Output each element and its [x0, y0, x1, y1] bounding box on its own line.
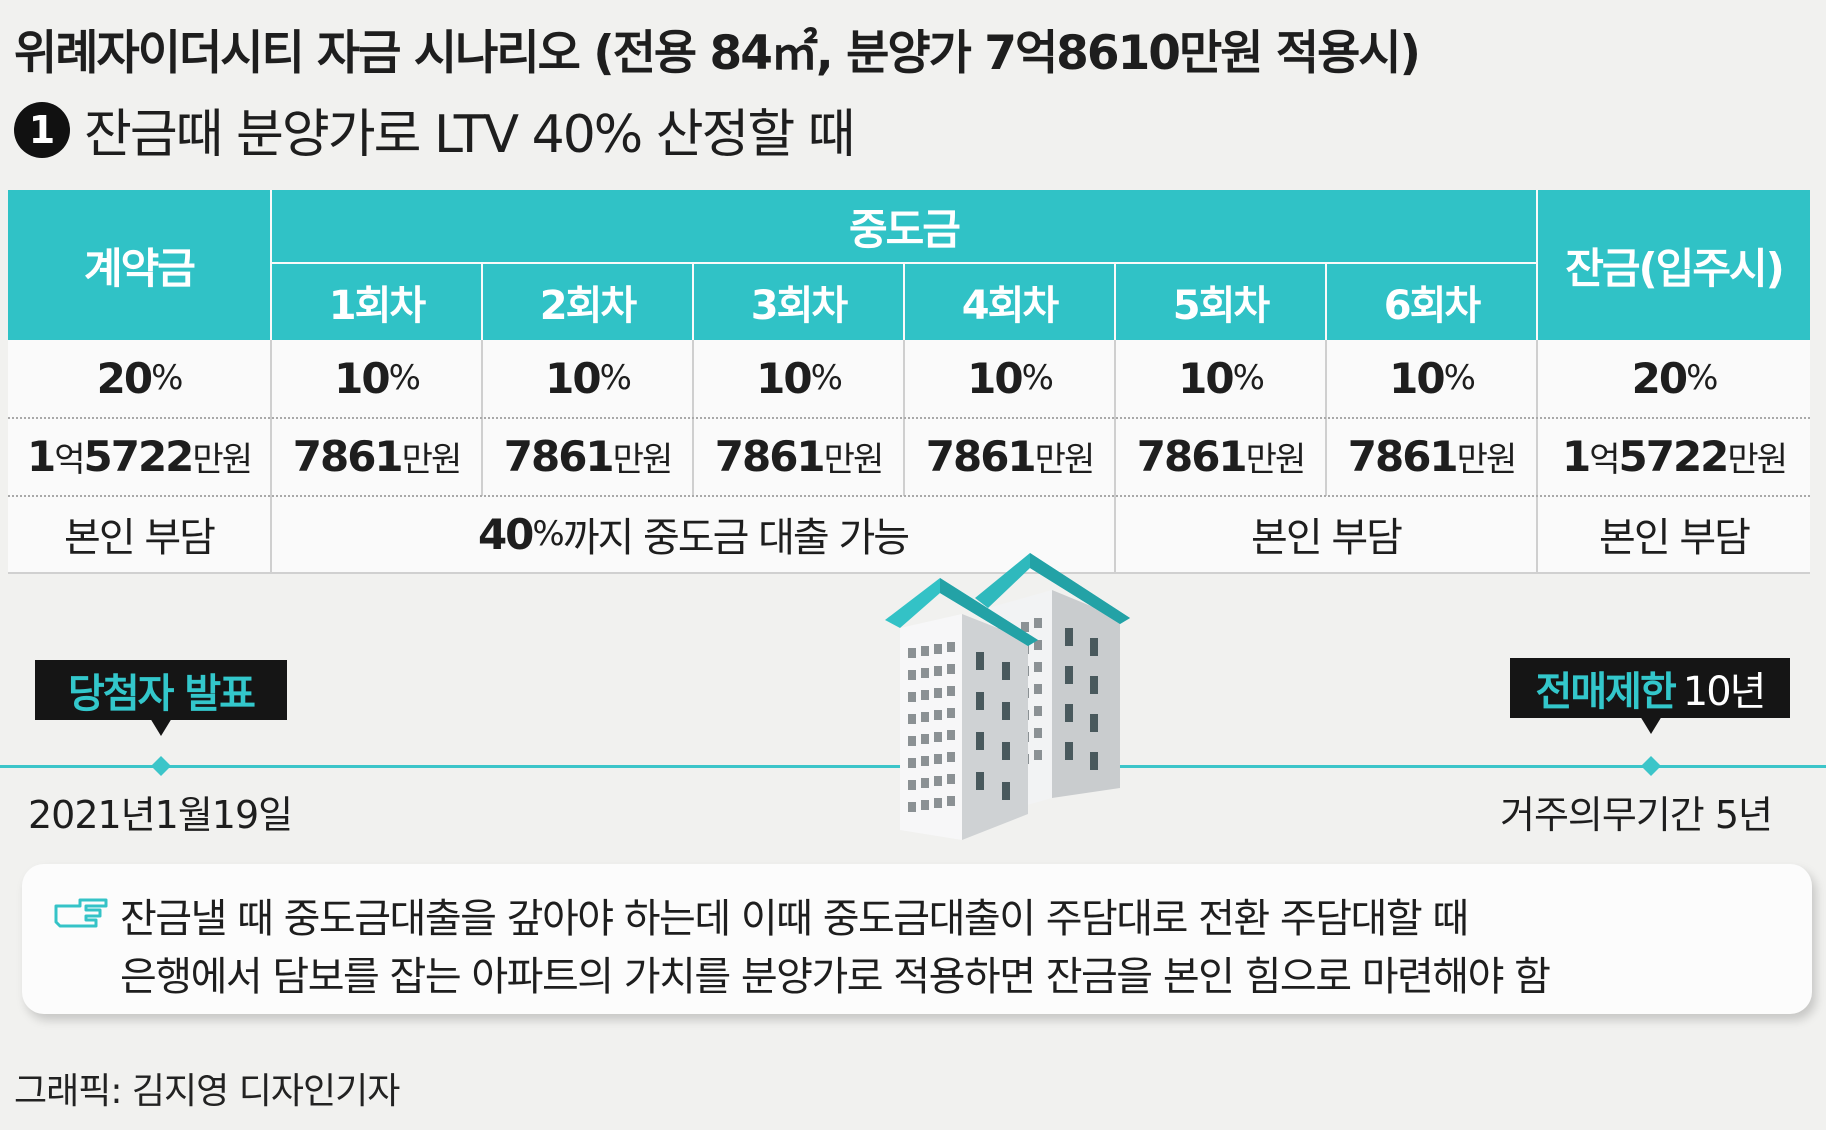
round-6-pct: 10% — [1389, 353, 1476, 403]
round-5-amount: 7861 만원 — [1136, 431, 1306, 481]
resale-restriction-tag: 전매제한 10년 — [1510, 658, 1790, 718]
divider — [1114, 340, 1116, 574]
header-round-6: 6회차 — [1327, 264, 1536, 340]
explanation-box: 잔금낼 때 중도금대출을 갚아야 하는데 이때 중도금대출이 주담대로 전환 주… — [22, 864, 1812, 1014]
note-line-2: 은행에서 담보를 잡는 아파트의 가치를 분양가로 적용하면 잔금을 본인 힘으… — [120, 954, 1551, 1000]
balance-note: 본인 부담 — [1599, 515, 1751, 561]
balance-amount: 1 억 5722 만원 — [1562, 431, 1788, 481]
payment-schedule-table: 계약금 중도금 잔금(입주시) 1회차 2회차 3회차 4회차 5회차 6회차 … — [8, 190, 1810, 574]
contract-note: 본인 부담 — [64, 515, 216, 561]
round-2-amount: 7861 만원 — [503, 431, 673, 481]
note-line-1: 잔금낼 때 중도금대출을 갚아야 하는데 이때 중도금대출이 주담대로 전환 주… — [120, 896, 1469, 942]
header-middle: 중도금 — [272, 190, 1536, 262]
divider — [270, 340, 272, 574]
round-3-amount: 7861 만원 — [714, 431, 884, 481]
round-1-pct: 10% — [334, 353, 421, 403]
row-divider — [8, 417, 1810, 419]
scenario-subtitle: 1 잔금때 분양가로 LTV 40% 산정할 때 — [14, 92, 856, 167]
header-contract: 계약금 — [8, 190, 270, 340]
page-title: 위례자이더시티 자금 시나리오 (전용 84㎡, 분양가 7억8610만원 적용… — [14, 26, 1421, 81]
header-round-5: 5회차 — [1116, 264, 1325, 340]
round-6-amount: 7861 만원 — [1347, 431, 1517, 481]
round-5-pct: 10% — [1178, 353, 1265, 403]
header-round-4: 4회차 — [905, 264, 1114, 340]
contract-amount: 1 억 5722 만원 — [27, 431, 253, 481]
balance-pct: 20% — [1631, 353, 1719, 403]
header-round-2: 2회차 — [483, 264, 692, 340]
tag-pointer — [1640, 716, 1662, 734]
apartment-building-icon — [885, 553, 1130, 840]
tag-pointer — [150, 718, 172, 736]
row-divider — [8, 495, 1810, 497]
header-round-3: 3회차 — [694, 264, 903, 340]
round-1-amount: 7861 만원 — [292, 431, 462, 481]
loan-note: 40% 까지 중도금 대출 가능 — [477, 509, 910, 562]
winner-announcement-tag: 당첨자 발표 — [35, 660, 287, 720]
header-balance: 잔금(입주시) — [1538, 190, 1810, 340]
timeline-marker — [151, 756, 171, 776]
table-bottom-border — [8, 572, 1810, 574]
round-4-pct: 10% — [967, 353, 1054, 403]
round-3-pct: 10% — [756, 353, 843, 403]
subtitle-text: 잔금때 분양가로 LTV 40% 산정할 때 — [84, 105, 856, 165]
graphic-credit: 그래픽: 김지영 디자인기자 — [14, 1071, 400, 1112]
contract-pct: 20% — [96, 353, 184, 403]
self-pay-note: 본인 부담 — [1251, 515, 1403, 561]
round-4-amount: 7861 만원 — [925, 431, 1095, 481]
pointing-hand-icon — [54, 898, 108, 928]
announcement-date: 2021년1월19일 — [28, 793, 293, 837]
number-badge: 1 — [14, 101, 70, 158]
timeline-marker — [1641, 756, 1661, 776]
divider — [1536, 340, 1538, 574]
round-2-pct: 10% — [545, 353, 632, 403]
header-round-1: 1회차 — [272, 264, 481, 340]
residence-obligation: 거주의무기간 5년 — [1500, 793, 1773, 837]
